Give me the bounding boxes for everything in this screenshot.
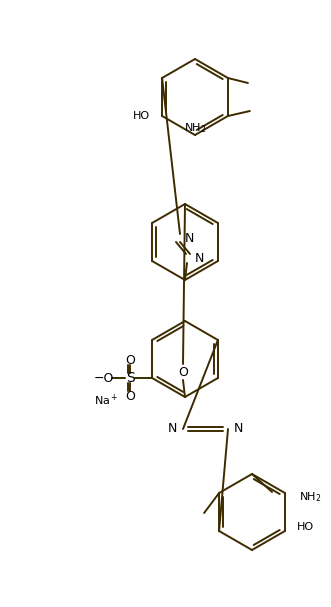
Text: Na$^+$: Na$^+$ (94, 392, 118, 408)
Text: HO: HO (133, 111, 150, 121)
Text: N: N (195, 251, 204, 265)
Text: O: O (125, 353, 135, 367)
Text: N: N (234, 422, 243, 435)
Text: HO: HO (297, 522, 314, 532)
Text: O: O (125, 390, 135, 402)
Text: NH$_2$: NH$_2$ (299, 490, 321, 504)
Text: −O: −O (94, 371, 114, 384)
Text: N: N (167, 422, 177, 435)
Text: NH$_2$: NH$_2$ (184, 121, 206, 135)
Text: N: N (185, 231, 194, 245)
Text: S: S (126, 371, 134, 385)
Text: O: O (178, 365, 188, 379)
